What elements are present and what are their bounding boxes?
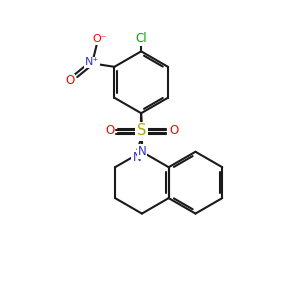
Text: Cl: Cl <box>135 32 147 45</box>
Text: N⁺: N⁺ <box>85 57 99 68</box>
Text: N: N <box>137 145 146 158</box>
Text: N: N <box>132 151 141 164</box>
Text: O: O <box>170 126 179 139</box>
Text: O: O <box>105 124 114 137</box>
Text: S: S <box>137 124 147 139</box>
Text: O: O <box>103 126 112 139</box>
Text: O⁻: O⁻ <box>92 34 107 44</box>
Text: S: S <box>136 125 146 140</box>
Text: O: O <box>65 74 74 88</box>
Text: O: O <box>169 124 178 137</box>
